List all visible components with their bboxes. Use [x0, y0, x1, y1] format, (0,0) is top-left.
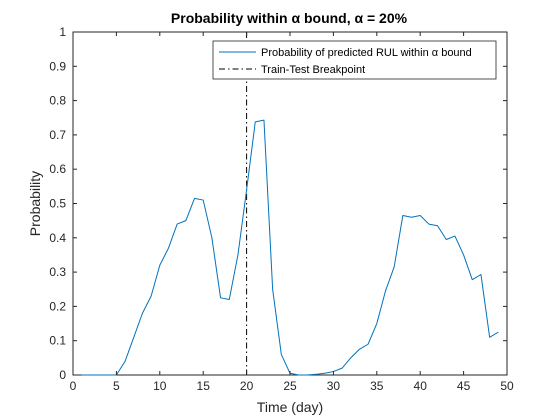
x-tick-label: 30: [327, 379, 341, 393]
y-tick-label: 0.2: [49, 299, 66, 313]
legend-box: [212, 40, 497, 80]
y-tick-label: 0.3: [49, 265, 66, 279]
y-tick-label: 0.8: [49, 94, 66, 108]
legend: Probability of predicted RUL within α bo…: [212, 40, 497, 80]
y-tick-label: 0.5: [49, 197, 66, 211]
x-tick-label: 50: [500, 379, 514, 393]
y-tick-label: 0.7: [49, 128, 66, 142]
x-tick-label: 0: [70, 379, 77, 393]
legend-entry-series: Probability of predicted RUL within α bo…: [261, 47, 472, 59]
x-tick-label: 5: [113, 379, 120, 393]
x-tick-label: 35: [370, 379, 384, 393]
y-tick-label: 0.1: [49, 334, 66, 348]
chart-title: Probability within α bound, α = 20%: [171, 10, 408, 26]
x-tick-label: 45: [457, 379, 471, 393]
y-tick-label: 0.4: [49, 231, 66, 245]
legend-entry-breakpoint: Train-Test Breakpoint: [261, 64, 365, 76]
y-tick-label: 1: [59, 25, 66, 39]
y-tick-label: 0.9: [49, 59, 66, 73]
x-tick-label: 40: [414, 379, 428, 393]
x-axis-label: Time (day): [257, 399, 323, 415]
y-tick-label: 0.6: [49, 162, 66, 176]
x-tick-label: 25: [283, 379, 297, 393]
x-tick-label: 20: [240, 379, 254, 393]
y-tick-label: 0: [59, 368, 66, 382]
x-tick-label: 15: [197, 379, 211, 393]
plot-area: [72, 31, 508, 376]
y-axis-label: Probability: [27, 171, 43, 236]
x-tick-label: 10: [153, 379, 167, 393]
